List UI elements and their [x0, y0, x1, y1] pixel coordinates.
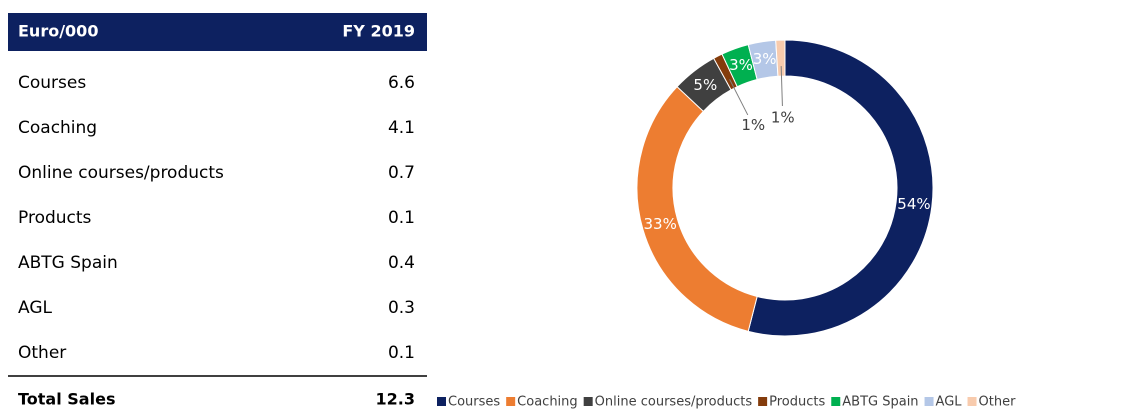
legend-swatch [583, 397, 593, 406]
table-header-bg [8, 13, 427, 51]
row-label: ABTG Spain [18, 253, 118, 273]
legend-label: Other [979, 395, 1017, 410]
legend-swatch [831, 397, 841, 406]
leader-line [780, 66, 783, 107]
data-label: 33% [643, 215, 676, 233]
row-value: 0.3 [388, 298, 415, 318]
total-label: Total Sales [18, 390, 115, 409]
data-label: 5% [693, 76, 717, 94]
legend-swatch [758, 397, 768, 406]
row-label: Other [18, 343, 66, 363]
data-label: 1% [741, 116, 765, 134]
row-label: Courses [18, 73, 86, 93]
data-label: 1% [771, 109, 795, 127]
donut-slice [775, 39, 786, 77]
row-value: 4.1 [388, 118, 415, 138]
row-value: 6.6 [388, 73, 415, 93]
row-value: 0.1 [388, 343, 415, 363]
table-header: Euro/000 [18, 22, 98, 41]
table-header: FY 2019 [342, 22, 415, 41]
row-label: AGL [18, 298, 53, 318]
row-label: Products [18, 208, 92, 228]
donut-slice [636, 85, 758, 332]
legend-swatch [437, 397, 446, 406]
row-label: Coaching [18, 118, 97, 138]
row-value: 0.4 [388, 253, 415, 273]
legend-swatch [967, 397, 977, 406]
leader-line [729, 79, 749, 116]
legend-label: Products [769, 395, 825, 410]
legend-label: Coaching [517, 395, 578, 410]
legend-label: Courses [448, 395, 500, 410]
row-value: 0.1 [388, 208, 415, 228]
legend-label: Online courses/products [595, 395, 753, 410]
row-value: 0.7 [388, 163, 415, 183]
legend-swatch [506, 397, 516, 406]
total-value: 12.3 [376, 390, 415, 409]
legend-label: ABTG Spain [842, 395, 918, 410]
legend-label: AGL [936, 395, 963, 410]
data-label: 54% [897, 195, 930, 213]
data-label: 3% [729, 56, 753, 74]
row-label: Online courses/products [18, 163, 224, 183]
donut-slice [747, 39, 934, 337]
data-label: 3% [753, 50, 777, 68]
legend-swatch [924, 397, 934, 406]
